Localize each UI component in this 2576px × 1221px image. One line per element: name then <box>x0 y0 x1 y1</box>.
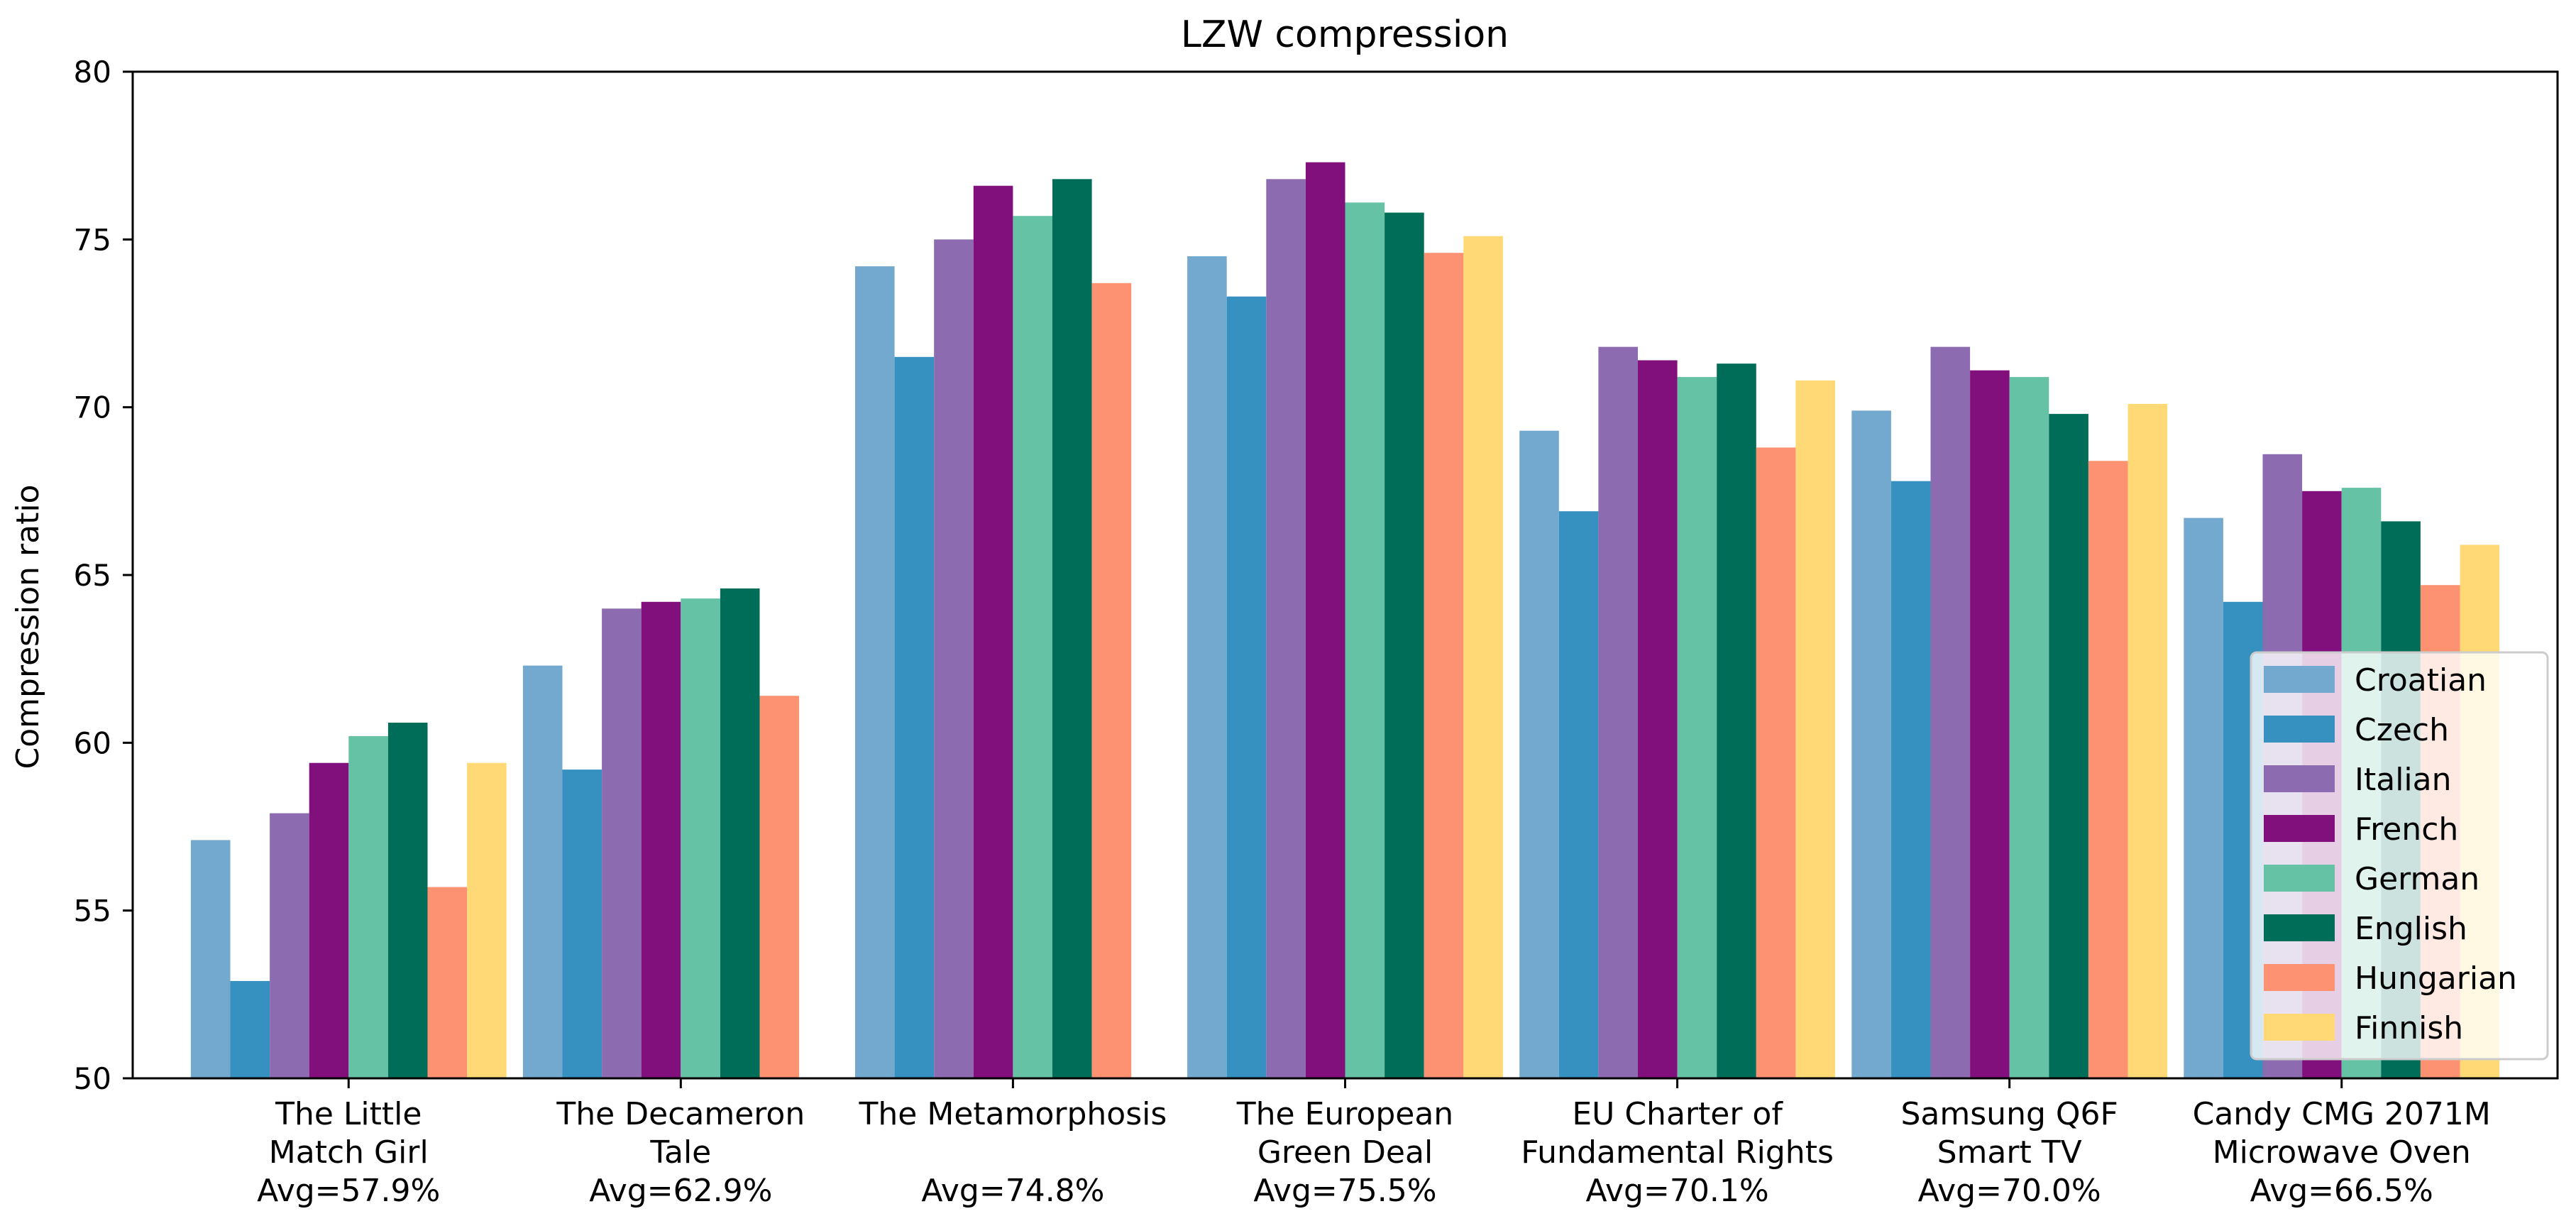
y-tick-label: 75 <box>74 222 111 257</box>
bar-hungarian-6 <box>2088 461 2128 1078</box>
bar-czech-6 <box>1890 481 1931 1078</box>
legend: Croatian Czech Italian French German English H… <box>2250 651 2549 1061</box>
x-tick-label: Match Girl <box>269 1134 429 1171</box>
bar-italian-2 <box>602 608 642 1078</box>
bar-german-5 <box>1677 377 1717 1078</box>
bar-english-4 <box>1385 212 1424 1078</box>
bar-croatian-4 <box>1187 256 1227 1078</box>
bar-finnish-6 <box>2128 403 2168 1078</box>
bar-german-6 <box>2009 377 2049 1078</box>
legend-label-czech: Czech <box>2355 712 2449 748</box>
y-tick-label: 60 <box>74 726 111 760</box>
bar-croatian-2 <box>522 665 563 1078</box>
bar-german-4 <box>1345 202 1385 1078</box>
x-tick-label: Tale <box>649 1134 711 1171</box>
bar-german-2 <box>681 598 720 1078</box>
bar-italian-6 <box>1930 346 1971 1079</box>
x-tick-label: Microwave Oven <box>2213 1134 2471 1171</box>
legend-swatch-german <box>2264 865 2335 892</box>
legend-label-hungarian: Hungarian <box>2355 960 2517 997</box>
bar-hungarian-1 <box>427 887 468 1078</box>
x-tick-label: The Decameron <box>556 1096 805 1132</box>
y-tick-label: 70 <box>74 390 111 425</box>
y-tick-label: 55 <box>74 894 111 929</box>
legend-swatch-hungarian <box>2264 964 2335 991</box>
x-tick-label: The Metamorphosis <box>859 1096 1167 1132</box>
bar-french-6 <box>1970 370 2010 1078</box>
legend-box <box>2250 651 2549 1061</box>
legend-label-english: English <box>2355 911 2467 947</box>
bar-hungarian-3 <box>1091 283 1132 1078</box>
bar-czech-3 <box>894 356 935 1078</box>
bar-english-5 <box>1717 363 1756 1078</box>
x-tick-label: Avg=75.5% <box>1253 1173 1436 1209</box>
bar-czech-5 <box>1558 511 1599 1078</box>
bar-german-3 <box>1013 216 1052 1079</box>
bar-italian-1 <box>270 813 309 1078</box>
legend-swatch-finnish <box>2264 1014 2335 1041</box>
x-tick-label: Samsung Q6F <box>1901 1096 2118 1132</box>
y-tick-label: 65 <box>74 558 111 593</box>
bar-english-3 <box>1052 179 1092 1078</box>
bar-croatian-6 <box>1851 410 1891 1078</box>
x-tick-label: Avg=74.8% <box>921 1173 1104 1209</box>
x-tick-label: Green Deal <box>1257 1134 1433 1171</box>
bar-czech-4 <box>1226 296 1267 1079</box>
bar-italian-3 <box>934 239 974 1078</box>
bar-french-5 <box>1638 360 1678 1078</box>
bar-finnish-5 <box>1795 380 1835 1078</box>
bar-french-1 <box>309 762 349 1078</box>
bar-croatian-7 <box>2184 518 2223 1078</box>
legend-swatch-croatian <box>2264 666 2335 693</box>
x-tick-label: Fundamental Rights <box>1521 1134 1834 1171</box>
bar-hungarian-4 <box>1424 253 1464 1079</box>
bar-croatian-1 <box>190 840 231 1078</box>
bar-finnish-4 <box>1463 236 1503 1079</box>
x-tick-label: Avg=70.1% <box>1586 1173 1769 1209</box>
chart-title: LZW compression <box>1181 13 1509 56</box>
x-tick-label: Avg=66.5% <box>2250 1173 2433 1209</box>
bar-french-2 <box>641 601 681 1078</box>
bar-english-1 <box>387 723 428 1078</box>
x-tick-label: The Little <box>275 1096 422 1132</box>
legend-swatch-english <box>2264 914 2335 941</box>
x-tick-label: EU Charter of <box>1572 1096 1783 1132</box>
bar-french-3 <box>973 185 1013 1079</box>
legend-label-german: German <box>2355 861 2479 897</box>
x-tick-label: The European <box>1236 1096 1453 1132</box>
bar-croatian-3 <box>855 266 895 1079</box>
bar-hungarian-5 <box>1756 447 1796 1078</box>
x-tick-label: Avg=57.9% <box>257 1173 440 1209</box>
bar-czech-2 <box>562 770 602 1078</box>
bar-czech-1 <box>230 980 270 1078</box>
bar-english-2 <box>720 588 760 1078</box>
y-axis-label: Compression ratio <box>10 485 46 770</box>
legend-label-finnish: Finnish <box>2355 1010 2463 1046</box>
bar-hungarian-2 <box>759 696 800 1078</box>
legend-label-italian: Italian <box>2355 762 2452 798</box>
legend-label-french: French <box>2355 811 2458 848</box>
x-tick-label: Candy CMG 2071M <box>2193 1096 2491 1132</box>
x-tick-label: Smart TV <box>1937 1134 2082 1171</box>
bar-english-6 <box>2049 414 2088 1078</box>
bar-italian-4 <box>1266 179 1306 1078</box>
legend-label-croatian: Croatian <box>2355 662 2487 699</box>
x-tick-label: Avg=70.0% <box>1918 1173 2101 1209</box>
bar-italian-5 <box>1598 346 1638 1079</box>
legend-swatch-czech <box>2264 716 2335 743</box>
bars-layer <box>190 162 2500 1079</box>
legend-swatch-italian <box>2264 765 2335 792</box>
y-tick-label: 50 <box>74 1061 111 1096</box>
legend-swatch-french <box>2264 815 2335 842</box>
bar-croatian-5 <box>1519 430 1559 1078</box>
y-tick-label: 80 <box>74 55 111 89</box>
bar-finnish-1 <box>467 762 507 1078</box>
bar-german-1 <box>348 735 388 1078</box>
x-tick-label: Avg=62.9% <box>589 1173 772 1209</box>
bar-french-4 <box>1305 162 1345 1079</box>
